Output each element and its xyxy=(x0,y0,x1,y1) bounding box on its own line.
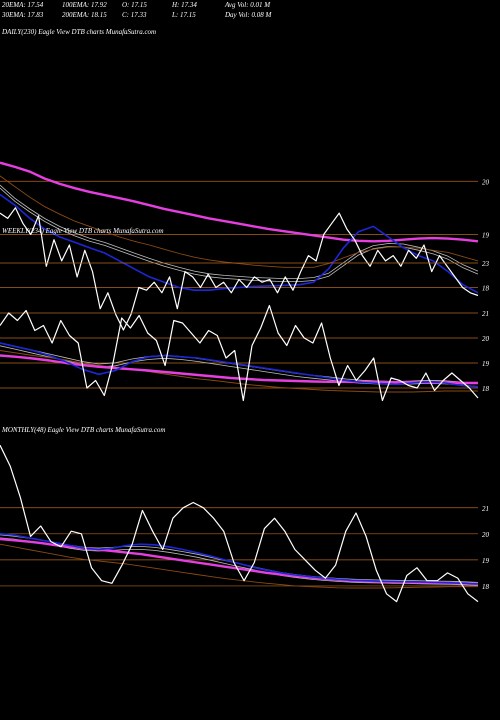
stat-day-vol: Day Vol: 0.08 M xyxy=(224,11,272,19)
daily-ema-long-line xyxy=(0,161,479,243)
daily-tick-label-19: 19 xyxy=(482,231,490,239)
monthly-tick-label-20: 20 xyxy=(482,531,490,539)
monthly-tick-label-18: 18 xyxy=(482,583,490,591)
monthly-chart-panel: MONTHLY(48) Eagle View DTB charts Munafa… xyxy=(0,426,490,603)
monthly-price-line xyxy=(0,444,479,603)
daily-tick-label-18: 18 xyxy=(482,285,490,293)
stat-low: L: 17.15 xyxy=(171,11,196,19)
stat-20ema: 20EMA: 17.54 xyxy=(2,1,44,9)
monthly-ema-short-line xyxy=(0,533,479,585)
weekly-panel-title: WEEKLY(234) Eagle View DTB charts Munafa… xyxy=(2,227,164,235)
header-stats: 20EMA: 17.54 100EMA: 17.92 O: 17.15 H: 1… xyxy=(1,1,272,19)
weekly-tick-label-21: 21 xyxy=(482,310,489,318)
weekly-tick-label-18: 18 xyxy=(482,385,490,393)
monthly-tick-label-21: 21 xyxy=(482,505,489,513)
stat-200ema: 200EMA: 18.15 xyxy=(62,11,107,19)
stat-30ema: 30EMA: 17.83 xyxy=(1,11,44,19)
stat-100ema: 100EMA: 17.92 xyxy=(62,1,107,9)
monthly-tick-label-19: 19 xyxy=(482,557,490,565)
weekly-ema-short-line xyxy=(0,342,479,388)
monthly-ema-mid-brown-line xyxy=(0,543,478,589)
weekly-tick-label-19: 19 xyxy=(482,360,490,368)
stat-open: O: 17.15 xyxy=(122,1,147,9)
weekly-tick-label-20: 20 xyxy=(482,335,490,343)
daily-ema-mid-brown-line xyxy=(0,175,479,268)
daily-panel-title: DAILY(230) Eagle View DTB charts MunafaS… xyxy=(1,28,156,36)
stat-close: C: 17.33 xyxy=(122,11,147,19)
monthly-ema-grey-line-lower xyxy=(0,537,479,586)
monthly-panel-title: MONTHLY(48) Eagle View DTB charts Munafa… xyxy=(1,426,165,434)
stat-high: H: 17.34 xyxy=(171,1,197,9)
stat-avg-vol: Avg Vol: 0.01 M xyxy=(224,1,271,9)
daily-tick-label-20: 20 xyxy=(482,178,490,186)
weekly-tick-label-23: 23 xyxy=(482,260,490,268)
weekly-ema-mid-brown-line xyxy=(0,350,478,393)
weekly-price-line xyxy=(0,304,479,402)
weekly-chart-panel: WEEKLY(234) Eagle View DTB charts Munafa… xyxy=(0,227,490,402)
daily-ema-short-line xyxy=(0,193,479,294)
